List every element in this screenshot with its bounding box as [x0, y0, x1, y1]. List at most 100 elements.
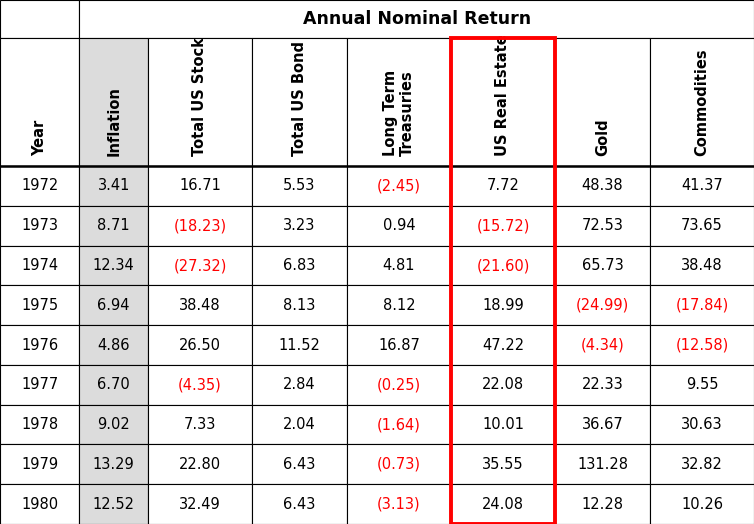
Text: 12.52: 12.52	[93, 497, 135, 511]
Text: Gold: Gold	[595, 118, 610, 156]
Text: 30.63: 30.63	[681, 417, 723, 432]
Text: 3.23: 3.23	[284, 219, 316, 233]
Bar	[252, 206, 347, 246]
Bar	[0, 484, 79, 524]
Bar	[650, 405, 754, 444]
Text: (2.45): (2.45)	[377, 179, 421, 193]
Bar	[0, 325, 79, 365]
Bar	[555, 246, 650, 286]
Bar	[252, 246, 347, 286]
Text: 6.94: 6.94	[97, 298, 130, 313]
Text: (27.32): (27.32)	[173, 258, 227, 273]
Text: 0.94: 0.94	[383, 219, 415, 233]
Bar	[555, 484, 650, 524]
Text: Inflation: Inflation	[106, 86, 121, 156]
Bar	[79, 405, 148, 444]
Text: 8.71: 8.71	[97, 219, 130, 233]
Bar	[148, 286, 252, 325]
Text: 48.38: 48.38	[581, 179, 624, 193]
Bar	[0, 166, 79, 206]
Text: US Real Estate: US Real Estate	[495, 34, 510, 156]
Text: 1974: 1974	[21, 258, 58, 273]
Text: Long Term
Treasuries: Long Term Treasuries	[383, 70, 415, 156]
Text: 73.65: 73.65	[681, 219, 723, 233]
Text: 38.48: 38.48	[179, 298, 221, 313]
Bar	[79, 0, 754, 38]
Bar	[555, 405, 650, 444]
Bar	[347, 166, 451, 206]
Text: Total US Stock: Total US Stock	[192, 37, 207, 156]
Text: Annual Nominal Return: Annual Nominal Return	[302, 10, 531, 28]
Bar	[650, 365, 754, 405]
Bar	[148, 365, 252, 405]
Text: 1978: 1978	[21, 417, 58, 432]
Text: (15.72): (15.72)	[477, 219, 529, 233]
Text: 22.08: 22.08	[482, 377, 524, 392]
Bar	[148, 166, 252, 206]
Text: 11.52: 11.52	[278, 337, 320, 353]
Text: 10.26: 10.26	[681, 497, 723, 511]
Bar	[347, 365, 451, 405]
Text: 12.34: 12.34	[93, 258, 134, 273]
Text: (4.34): (4.34)	[581, 337, 624, 353]
Bar	[252, 286, 347, 325]
Text: 3.41: 3.41	[97, 179, 130, 193]
Bar	[451, 444, 555, 484]
Bar	[650, 206, 754, 246]
Text: 8.12: 8.12	[383, 298, 415, 313]
Text: 2.04: 2.04	[283, 417, 316, 432]
Bar	[0, 246, 79, 286]
Text: (1.64): (1.64)	[377, 417, 421, 432]
Bar	[451, 405, 555, 444]
Bar	[347, 325, 451, 365]
Text: 1973: 1973	[21, 219, 58, 233]
Bar	[148, 246, 252, 286]
Bar	[555, 365, 650, 405]
Text: 22.33: 22.33	[581, 377, 624, 392]
Bar	[650, 286, 754, 325]
Bar	[650, 166, 754, 206]
Bar	[451, 484, 555, 524]
Text: 1975: 1975	[21, 298, 58, 313]
Bar	[79, 166, 148, 206]
Text: 12.28: 12.28	[581, 497, 624, 511]
Bar	[650, 484, 754, 524]
Bar	[451, 38, 555, 166]
Bar	[79, 206, 148, 246]
Text: 38.48: 38.48	[681, 258, 723, 273]
Text: 1979: 1979	[21, 457, 58, 472]
Text: 9.02: 9.02	[97, 417, 130, 432]
Text: 26.50: 26.50	[179, 337, 221, 353]
Text: 7.72: 7.72	[486, 179, 520, 193]
Text: (17.84): (17.84)	[676, 298, 728, 313]
Text: 16.87: 16.87	[378, 337, 420, 353]
Bar	[79, 365, 148, 405]
Text: 1976: 1976	[21, 337, 58, 353]
Bar	[650, 325, 754, 365]
Bar	[79, 246, 148, 286]
Bar	[148, 38, 252, 166]
Text: 65.73: 65.73	[581, 258, 624, 273]
Text: 7.33: 7.33	[184, 417, 216, 432]
Bar	[650, 444, 754, 484]
Bar	[555, 444, 650, 484]
Bar	[148, 405, 252, 444]
Text: 47.22: 47.22	[482, 337, 524, 353]
Text: (3.13): (3.13)	[377, 497, 421, 511]
Bar	[347, 405, 451, 444]
Text: (21.60): (21.60)	[477, 258, 529, 273]
Bar	[252, 444, 347, 484]
Text: 16.71: 16.71	[179, 179, 221, 193]
Bar	[451, 38, 555, 524]
Bar	[451, 365, 555, 405]
Text: 9.55: 9.55	[686, 377, 719, 392]
Bar	[0, 0, 79, 38]
Text: 1972: 1972	[21, 179, 58, 193]
Text: 32.49: 32.49	[179, 497, 221, 511]
Bar	[148, 325, 252, 365]
Text: Year: Year	[32, 119, 48, 156]
Text: 4.81: 4.81	[383, 258, 415, 273]
Bar	[0, 206, 79, 246]
Bar	[148, 484, 252, 524]
Text: (18.23): (18.23)	[173, 219, 226, 233]
